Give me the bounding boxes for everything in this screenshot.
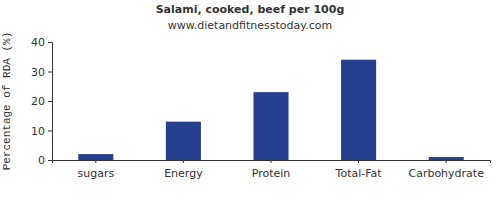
y-tick-label: 20: [31, 95, 45, 108]
bar: [341, 60, 376, 160]
bars: [78, 60, 463, 160]
y-axis: 0 10 20 30 40: [31, 36, 53, 167]
x-tick-mark: [358, 160, 359, 163]
x-tick: Protein: [252, 160, 291, 180]
y-tick-mark: [48, 131, 52, 132]
y-tick-label: 0: [38, 154, 45, 167]
title: Salami, cooked, beef per 100g: [156, 3, 345, 16]
y-tick-mark: [48, 72, 52, 73]
bar: [429, 157, 464, 160]
x-tick-mark: [446, 160, 447, 163]
x-tick-label: sugars: [77, 167, 114, 180]
x-tick: Energy: [164, 160, 203, 180]
x-tick: Carbohydrate: [408, 160, 484, 180]
x-tick-label: Total-Fat: [335, 167, 383, 180]
y-tick: 20: [31, 95, 52, 108]
x-axis: sugars Energy Protein Total-Fat Carbohydrate: [53, 160, 491, 180]
bar: [253, 92, 288, 160]
y-tick-label: 30: [31, 66, 45, 79]
y-axis-title: Percentage of RDA (%): [1, 32, 13, 171]
y-tick-label: 40: [31, 36, 45, 49]
y-tick: 10: [31, 125, 52, 138]
x-axis-line: [53, 161, 491, 164]
subtitle: www.dietandfitnesstoday.com: [168, 19, 332, 32]
x-tick-label: Protein: [252, 167, 291, 180]
x-tick-mark: [183, 160, 184, 163]
x-tick-mark: [95, 160, 96, 163]
y-tick-mark: [48, 42, 52, 43]
x-tick-label: Energy: [164, 167, 203, 180]
y-tick: 0: [38, 154, 52, 167]
bar: [166, 122, 201, 160]
bar: [78, 154, 113, 160]
y-tick-mark: [48, 101, 52, 102]
x-tick-mark: [271, 160, 272, 163]
x-tick: sugars: [77, 160, 114, 180]
y-tick: 30: [31, 66, 52, 79]
y-tick-mark: [48, 160, 52, 161]
y-tick-label: 10: [31, 125, 45, 138]
x-tick-label: Carbohydrate: [408, 167, 484, 180]
y-tick: 40: [31, 36, 52, 49]
plot: 0 10 20 30 40 sugars Energy Protein Total-Fat Car…: [31, 36, 491, 180]
chart: Salami, cooked, beef per 100g www.dietand…: [0, 0, 500, 200]
y-axis-line: [48, 43, 53, 161]
x-tick: Total-Fat: [335, 160, 383, 180]
